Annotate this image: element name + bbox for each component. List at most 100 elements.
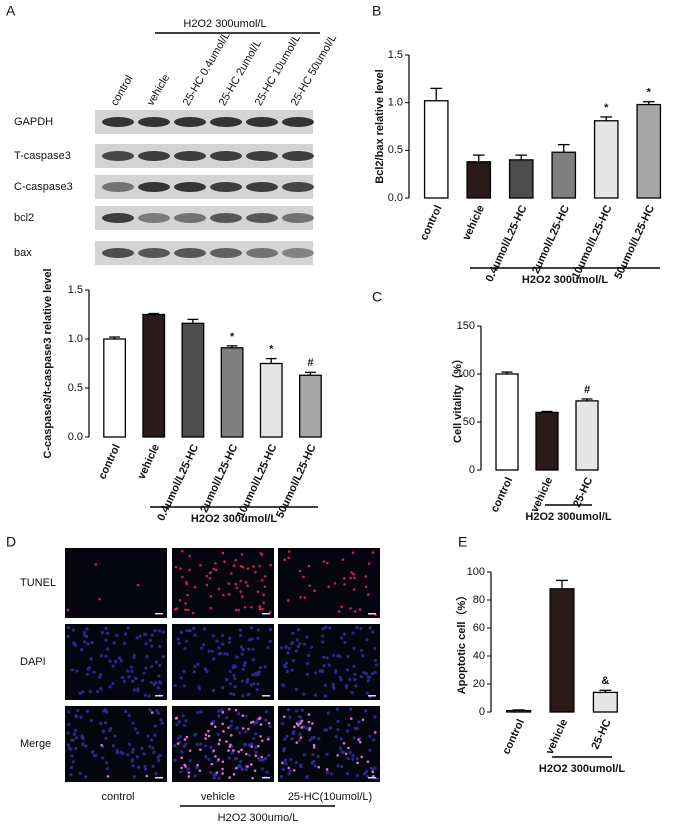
tunel-dot — [150, 711, 154, 714]
nucleus — [173, 758, 177, 762]
tunel-dot — [234, 558, 238, 562]
tunel-dot — [371, 770, 375, 774]
tunel-dot — [337, 610, 341, 613]
nucleus — [317, 737, 321, 741]
nucleus — [100, 630, 104, 635]
nucleus — [247, 753, 251, 757]
nucleus — [184, 742, 188, 746]
nucleus — [370, 630, 375, 634]
bar — [506, 709, 532, 713]
nucleus — [66, 634, 70, 638]
bar — [181, 322, 205, 438]
tunel-dot — [263, 585, 267, 588]
nucleus — [131, 679, 135, 683]
nucleus — [323, 694, 328, 698]
tunel-dot — [193, 585, 197, 589]
nucleus — [368, 748, 372, 752]
tunel-dot — [221, 551, 225, 555]
nucleus — [250, 742, 254, 746]
nucleus — [302, 642, 307, 646]
tunel-dot — [259, 723, 263, 726]
scale-bar — [155, 695, 163, 697]
nucleus — [299, 763, 303, 767]
blot-band — [210, 151, 242, 161]
nucleus — [336, 653, 340, 658]
y-tick-label: 0.0 — [68, 431, 83, 443]
tunel-dot — [191, 611, 195, 615]
bar — [103, 338, 127, 438]
nucleus — [238, 628, 243, 632]
nucleus — [285, 661, 289, 665]
nucleus — [136, 688, 140, 693]
nucleus — [305, 662, 310, 666]
nucleus — [359, 648, 364, 653]
blot-band — [282, 213, 314, 223]
nucleus — [287, 772, 291, 776]
nucleus — [362, 772, 367, 776]
nucleus — [373, 658, 377, 662]
nucleus — [119, 659, 123, 663]
nucleus — [150, 644, 154, 648]
tunel-dot — [250, 763, 253, 766]
nucleus — [232, 673, 236, 678]
nucleus — [292, 730, 296, 734]
nucleus — [324, 728, 329, 732]
nucleus — [237, 712, 241, 716]
tunel-dot — [246, 584, 249, 588]
tunel-dot — [215, 771, 219, 774]
nucleus — [105, 710, 109, 714]
tunel-dot — [239, 590, 243, 593]
nucleus — [338, 746, 342, 750]
nucleus — [111, 744, 116, 748]
blot-band — [174, 182, 206, 192]
nucleus — [102, 709, 106, 713]
nucleus — [209, 770, 213, 775]
bar — [593, 120, 619, 199]
tunel-dot — [252, 565, 255, 568]
tunel-dot — [286, 599, 290, 602]
tunel-dot — [207, 729, 210, 733]
nucleus — [143, 767, 148, 771]
tunel-dot — [343, 583, 346, 586]
tunel-dot — [341, 558, 345, 561]
tunel-dot — [234, 582, 238, 586]
tunel-dot — [253, 769, 257, 773]
nucleus — [66, 743, 70, 747]
nucleus — [173, 683, 177, 688]
nucleus — [323, 683, 327, 687]
tunel-dot — [243, 605, 247, 609]
blot-band — [174, 151, 206, 161]
tunel-dot — [312, 743, 316, 747]
tunel-dot — [258, 564, 261, 568]
tunel-dot — [178, 598, 182, 602]
nucleus — [73, 643, 77, 647]
tunel-dot — [188, 568, 191, 572]
panel-letter: D — [6, 534, 16, 550]
y-tick-label: 1.0 — [388, 97, 403, 109]
treatment-label: H2O2 300umol/L — [183, 18, 266, 30]
tunel-dot — [356, 761, 359, 765]
nucleus — [239, 765, 243, 769]
nucleus — [254, 745, 258, 749]
nucleus — [238, 760, 243, 764]
bar — [535, 411, 559, 471]
tunel-dot — [232, 773, 236, 776]
significance-mark: * — [230, 331, 235, 343]
nucleus — [249, 683, 253, 687]
nucleus — [182, 744, 187, 749]
tunel-dot — [210, 762, 214, 766]
nucleus — [221, 642, 225, 646]
nucleus — [99, 721, 103, 726]
nucleus — [230, 751, 234, 755]
nucleus — [149, 680, 153, 684]
nucleus — [209, 745, 213, 750]
nucleus — [294, 709, 298, 713]
nucleus — [74, 746, 78, 751]
tunel-dot — [371, 774, 375, 778]
nucleus — [74, 736, 79, 740]
tunel-dot — [358, 608, 362, 611]
nucleus — [143, 632, 147, 636]
nucleus — [219, 651, 223, 655]
nucleus — [325, 752, 329, 756]
panel-letter: B — [372, 3, 381, 19]
